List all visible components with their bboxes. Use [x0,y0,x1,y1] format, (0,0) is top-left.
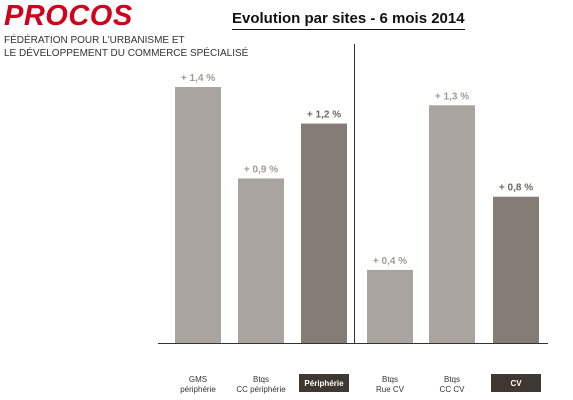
bar [301,123,347,343]
bar [238,178,284,343]
data-label: + 1,3 % [435,91,469,102]
procos-logo: PROCOS [4,0,133,32]
bar [367,269,413,343]
category-label: CC CV [440,385,466,394]
category-highlight-box [491,374,541,392]
federation-subtitle: FÉDÉRATION POUR L'URBANISME ET LE DÉVELO… [4,35,248,60]
data-label: + 0,9 % [244,164,278,175]
category-label: Btqs [253,375,269,384]
category-label: Périphérie [304,379,344,388]
category-label: Btqs [382,375,398,384]
category-label: GMS [189,375,207,384]
data-label: + 1,2 % [307,110,341,121]
category-label: CC périphérie [236,385,286,394]
category-label: Btqs [444,375,460,384]
bar [429,105,475,344]
chart-title: Evolution par sites - 6 mois 2014 [232,10,465,30]
category-label: CV [510,379,522,388]
category-highlight-box [299,374,349,392]
data-label: + 1,4 % [181,73,215,84]
subtitle-line-2: LE DÉVELOPPEMENT DU COMMERCE SPÉCIALISÉ [4,47,249,59]
bar [493,196,539,343]
category-label: périphérie [180,385,216,394]
data-label: + 0,4 % [373,256,407,267]
subtitle-line-1: FÉDÉRATION POUR L'URBANISME ET [4,35,185,46]
bar [175,87,221,343]
category-label: Rue CV [376,385,405,394]
data-label: + 0,8 % [499,183,533,194]
